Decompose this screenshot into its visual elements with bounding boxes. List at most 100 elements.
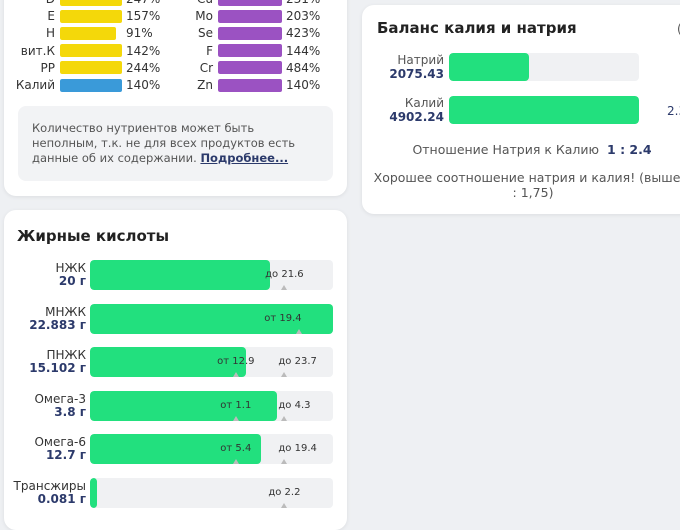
acid-value: 12.7 г bbox=[45, 448, 86, 462]
acid-value: 3.8 г bbox=[54, 404, 86, 419]
nutrient-percent: 203% bbox=[286, 9, 321, 24]
range-min-label: от 1.1 bbox=[220, 399, 252, 411]
nutrient-bar bbox=[60, 44, 122, 58]
mineral-bar bbox=[449, 53, 530, 81]
nutrient-percent: 247% bbox=[126, 0, 160, 6]
nutrient-bar bbox=[218, 61, 282, 75]
acid-name: МНЖК bbox=[45, 304, 86, 319]
acid-track bbox=[90, 303, 333, 334]
nutrient-percent: 91% bbox=[126, 26, 153, 41]
mineral-value: 2075.43 bbox=[389, 67, 444, 81]
nutrient-bar-track bbox=[60, 78, 122, 92]
nutrient-name: Cu bbox=[153, 0, 213, 6]
nutrient-name: Mo bbox=[195, 9, 213, 24]
nutrient-bar bbox=[218, 9, 282, 23]
nutrient-bar-track bbox=[218, 61, 282, 75]
nutrient-percent: 142% bbox=[126, 43, 161, 58]
mineral-name: Натрий bbox=[397, 53, 444, 67]
nutrient-bar-track bbox=[218, 9, 282, 23]
side-value: 2.3 bbox=[667, 104, 680, 118]
range-marker bbox=[281, 285, 288, 290]
nutrient-bar-track bbox=[218, 44, 282, 58]
acid-name: Трансжиры bbox=[13, 478, 86, 493]
nutrient-bar-track bbox=[60, 0, 122, 6]
nutrient-name: F bbox=[206, 43, 213, 58]
nutrient-percent: 244% bbox=[126, 60, 161, 75]
page: Количество нутриентов может быть неполны… bbox=[4, 0, 680, 530]
nutrients-card: Количество нутриентов может быть неполны… bbox=[4, 0, 347, 196]
mineral-track bbox=[449, 96, 639, 124]
nutrient-name: D bbox=[4, 0, 55, 6]
range-marker bbox=[281, 372, 288, 377]
acid-track bbox=[90, 347, 333, 377]
nutrient-bar bbox=[60, 0, 122, 6]
acid-bar bbox=[90, 390, 277, 421]
acid-track bbox=[90, 477, 333, 508]
nutrient-bar bbox=[218, 44, 282, 58]
note-text: Количество нутриентов может быть неполны… bbox=[32, 121, 296, 165]
ratio: 1 : 2.4 bbox=[607, 142, 652, 157]
message: Хорошее соотношение натрия и калия! (выш… bbox=[373, 170, 680, 200]
note: Количество нутриентов может быть неполны… bbox=[32, 121, 317, 166]
range-max-label: до 19.4 bbox=[278, 443, 317, 454]
range-marker bbox=[281, 415, 288, 421]
range-marker bbox=[232, 459, 239, 464]
card-title: Баланс калия и натрия bbox=[377, 19, 577, 37]
nutrient-bar bbox=[218, 26, 282, 40]
card-title: Жирные кислоты bbox=[17, 227, 170, 245]
range-marker bbox=[232, 372, 239, 377]
mineral-track bbox=[449, 53, 639, 81]
more-link[interactable]: Подробнее... bbox=[200, 151, 289, 165]
range-min-label: от 5.4 bbox=[220, 443, 252, 454]
ratio-line: Отношение Натрия к Калию 1 : 2.4 bbox=[362, 142, 680, 157]
acid-name: НЖК bbox=[55, 261, 86, 275]
nutrient-percent: 157% bbox=[126, 9, 161, 24]
acid-bar bbox=[90, 477, 98, 508]
nutrient-percent: 144% bbox=[286, 43, 321, 58]
acid-track bbox=[90, 260, 333, 290]
nutrient-name: H bbox=[45, 26, 55, 41]
range-min-label: от 12.9 bbox=[217, 356, 255, 367]
nutrient-percent: 140% bbox=[286, 78, 321, 92]
nutrient-name: PP bbox=[40, 60, 55, 75]
acid-value: 0.081 г bbox=[37, 491, 86, 506]
range-max-label: до 2.2 bbox=[268, 486, 301, 498]
nutrient-bar-track bbox=[60, 9, 122, 23]
acid-track bbox=[90, 390, 333, 421]
range-max-label: до 21.6 bbox=[265, 269, 304, 280]
nutrient-name: Se bbox=[198, 26, 213, 41]
nutrient-bar bbox=[60, 26, 117, 40]
nutrient-percent: 140% bbox=[126, 78, 161, 92]
fatty-acids-card: Жирные кислоты НЖК 20 г до 21.6 МНЖК 22.883 … bbox=[4, 210, 347, 530]
acid-name: Омега-6 bbox=[34, 435, 86, 449]
nutrient-bar bbox=[60, 78, 122, 92]
nutrient-name: Cr bbox=[199, 60, 213, 75]
nutrient-percent: 484% bbox=[286, 60, 321, 75]
range-min-label: от 19.4 bbox=[264, 312, 302, 324]
acid-track bbox=[90, 434, 333, 464]
acid-bar bbox=[90, 260, 270, 290]
nutrient-bar bbox=[60, 9, 122, 23]
acid-bar bbox=[90, 347, 246, 377]
acid-value: 20 г bbox=[58, 274, 86, 288]
mineral-name: Калий bbox=[404, 96, 444, 110]
title-extra: ( bbox=[677, 22, 680, 36]
note-box: Количество нутриентов может быть неполны… bbox=[18, 106, 333, 181]
nutrient-name: Zn bbox=[197, 78, 213, 92]
nutrient-name: Калий bbox=[15, 78, 55, 92]
range-marker bbox=[232, 415, 239, 421]
nutrient-bar-track bbox=[60, 26, 122, 40]
acid-name: Омега-3 bbox=[34, 391, 86, 406]
nutrient-bar-track bbox=[218, 26, 282, 40]
nutrient-bar bbox=[218, 78, 282, 92]
range-marker bbox=[281, 502, 288, 508]
range-marker bbox=[295, 328, 302, 334]
acid-name: ПНЖК bbox=[46, 348, 87, 362]
mineral-value: 4902.24 bbox=[389, 110, 444, 124]
acid-bar bbox=[90, 303, 333, 334]
nutrient-percent: 231% bbox=[286, 0, 320, 6]
nutrient-name: E bbox=[47, 9, 55, 24]
nutrient-bar-track bbox=[218, 0, 282, 6]
nutrient-bar-track bbox=[60, 61, 122, 75]
mineral-bar bbox=[449, 96, 639, 124]
